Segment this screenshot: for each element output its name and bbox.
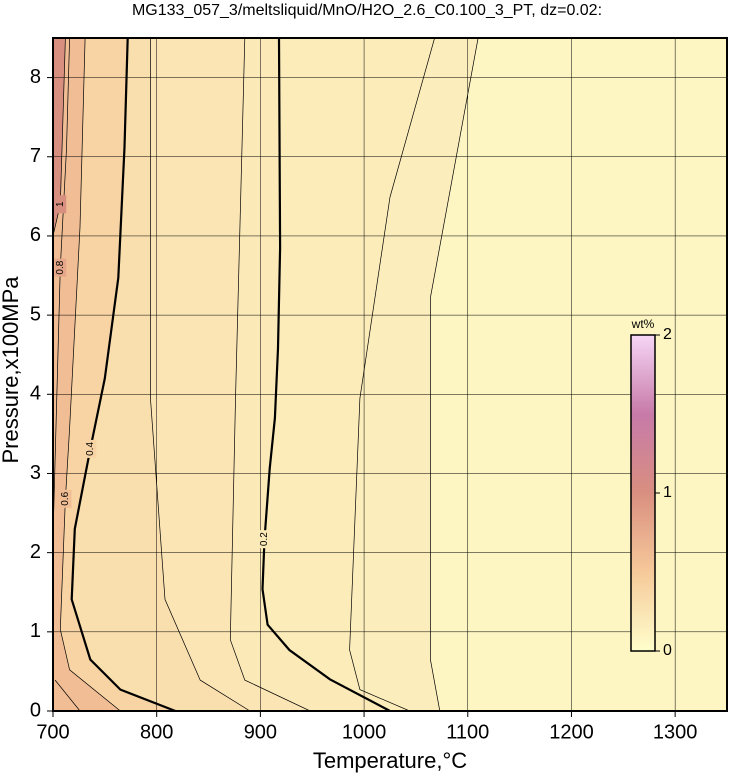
- contour-label-group: 0.4: [84, 439, 97, 458]
- x-tick-label: 1300: [653, 721, 698, 743]
- contour-line: [229, 38, 311, 711]
- colorbar-label: wt%: [631, 317, 655, 331]
- contour-line: [430, 38, 479, 711]
- contour-label: 0.2: [259, 532, 270, 546]
- x-tick-label: 800: [140, 721, 173, 743]
- contour-label: 0.4: [85, 442, 96, 456]
- x-tick-label: 1100: [446, 721, 489, 743]
- chart-title: MG133_057_3/meltsliquid/MnO/H2O_2.6_C0.1…: [132, 2, 602, 19]
- contour-fill: [53, 38, 121, 711]
- x-tick-label: 1000: [342, 721, 387, 743]
- contour-label-bg: [258, 530, 271, 549]
- contour-line: [70, 38, 176, 711]
- contour-label-bg: [84, 439, 97, 458]
- contour-fill: [53, 38, 176, 711]
- fill-layer: [53, 38, 727, 711]
- y-tick-label: 4: [30, 383, 41, 405]
- axes: 700 800 900 1000 1100 1200 1300 0 1 2 3 4 5 6 7 8: [30, 66, 698, 743]
- y-tick-label: 2: [30, 541, 41, 563]
- y-tick-label: 0: [30, 699, 41, 721]
- plot-frame: [52, 37, 728, 712]
- contour-label-group: 0.6: [59, 489, 72, 508]
- contour-label: 1: [55, 201, 66, 207]
- y-tick-label: 7: [30, 145, 41, 167]
- x-tick-label: 1200: [549, 721, 594, 743]
- contour-label-group: 0.2: [258, 530, 271, 549]
- contour-label-group: 1: [54, 195, 67, 214]
- y-tick-label: 5: [30, 303, 41, 325]
- contour-label: 0.6: [60, 491, 71, 505]
- contour-label-bg: [54, 258, 67, 277]
- colorbar-tick-label: 0: [663, 642, 672, 659]
- colorbar-tick-label: 2: [663, 326, 672, 343]
- y-axis-label: Pressure,x100MPa: [0, 276, 23, 464]
- contour-label: 0.8: [55, 260, 66, 274]
- colorbar-tick-label: 1: [663, 484, 672, 501]
- colorbar: [630, 334, 656, 652]
- contour-label-bg: [54, 195, 67, 214]
- contour-line: [150, 38, 251, 711]
- x-tick-label: 900: [244, 721, 277, 743]
- contour-line: [349, 38, 435, 711]
- contour-label-group: 0.8: [54, 258, 67, 277]
- contour-layer: 0.2 0.4 0.6 0.8 1: [53, 38, 479, 711]
- x-tick-label: 700: [36, 721, 69, 743]
- y-tick-label: 6: [30, 224, 41, 246]
- contour-label-bg: [59, 489, 72, 508]
- y-tick-label: 1: [30, 620, 41, 642]
- y-tick-label: 3: [30, 462, 41, 484]
- x-axis-label: Temperature,°C: [313, 748, 467, 773]
- y-tick-label: 8: [30, 66, 41, 88]
